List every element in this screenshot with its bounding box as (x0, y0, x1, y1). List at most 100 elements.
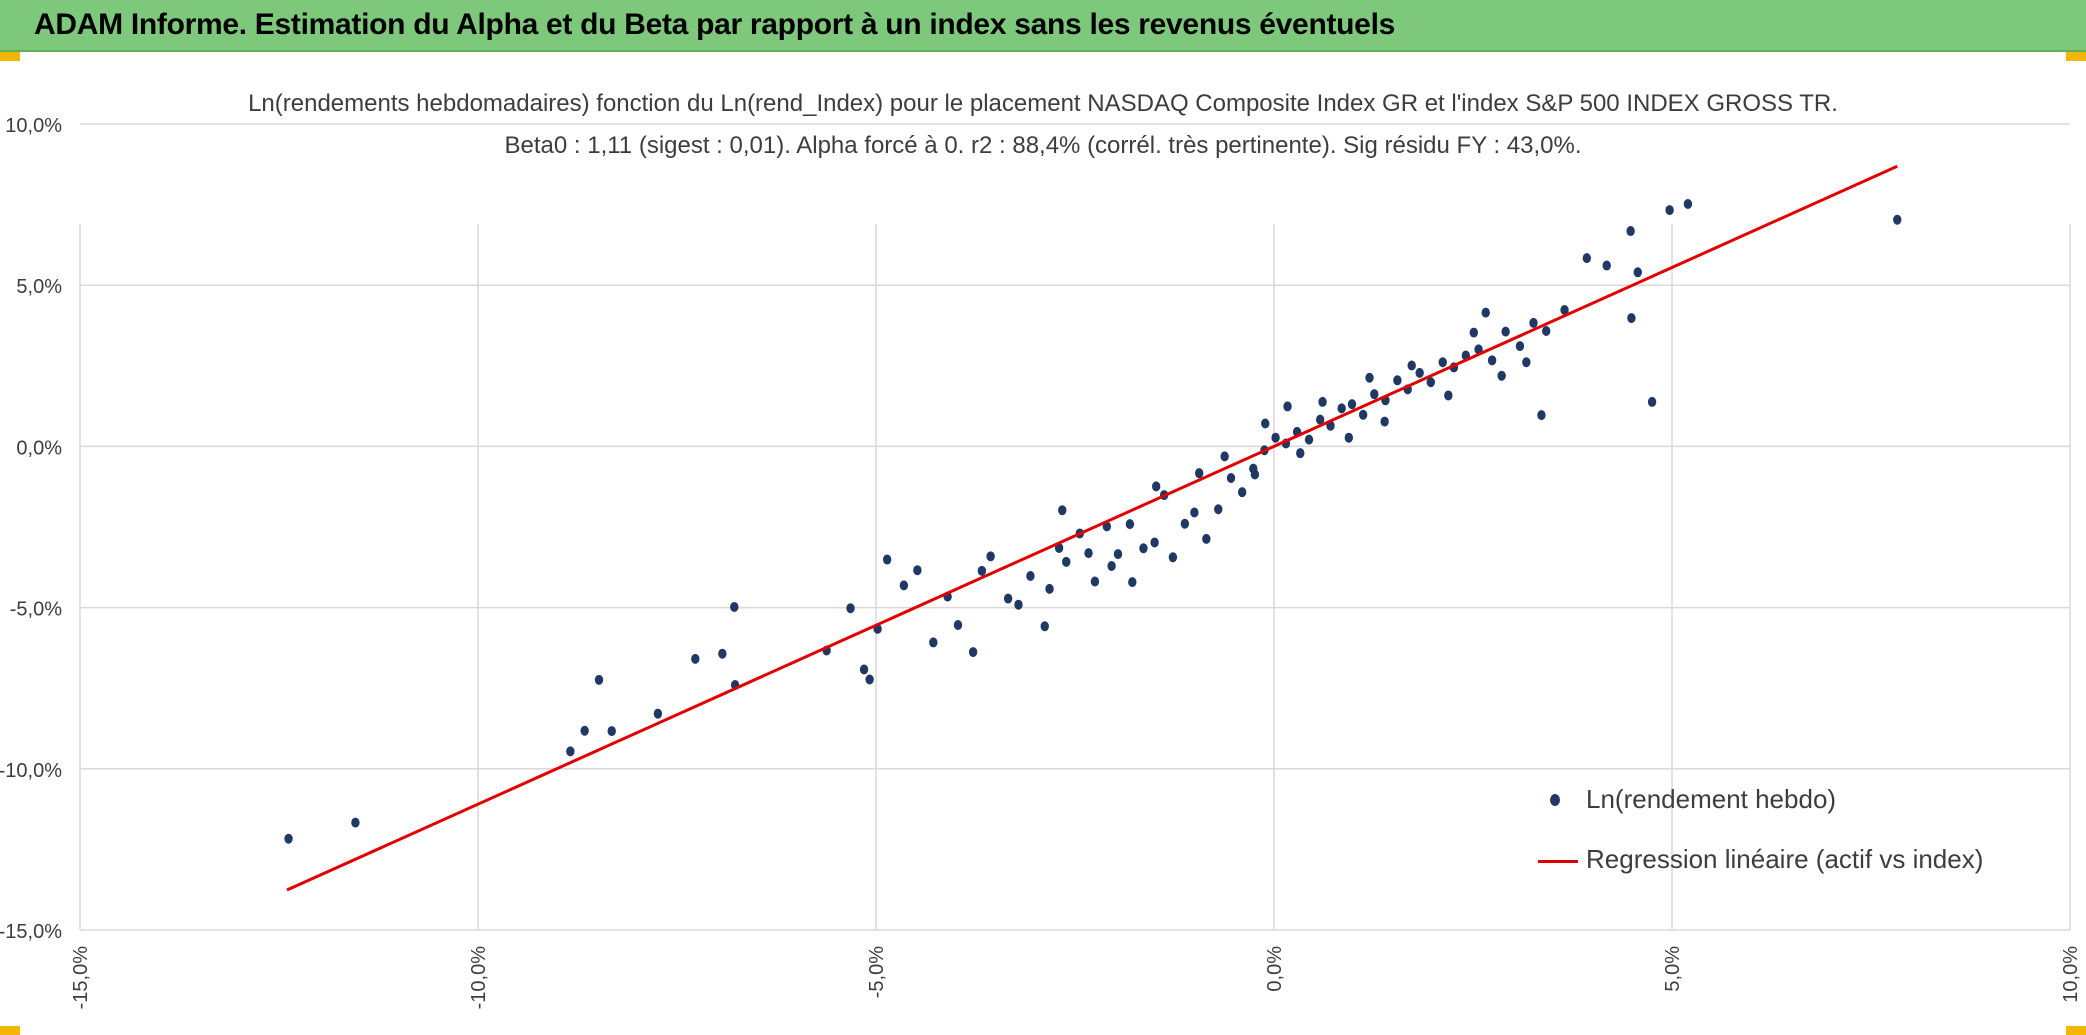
scatter-point (1481, 307, 1490, 318)
scatter-point (1226, 472, 1236, 483)
x-tick-label: -10,0% (468, 946, 490, 1010)
scatter-point (607, 726, 616, 737)
scatter-point (691, 653, 700, 664)
scatter-point (1058, 505, 1067, 516)
y-tick-label: 10,0% (5, 115, 62, 137)
scatter-point (1393, 375, 1402, 386)
scatter-point (968, 647, 978, 658)
scatter-point (1522, 357, 1531, 368)
scatter-point (1062, 556, 1071, 567)
scatter-point (1487, 355, 1497, 366)
scatter-point (1358, 409, 1368, 420)
scatter-point (1214, 504, 1223, 515)
scatter-point (953, 620, 963, 631)
scatter-point (1261, 418, 1270, 429)
scatter-point (986, 551, 995, 562)
scatter-point (1090, 576, 1100, 587)
scatter-point (580, 725, 589, 736)
scatter-point (1365, 372, 1374, 383)
scatter-point (1151, 481, 1161, 492)
scatter-point (1337, 403, 1346, 414)
corner-marker-top-left (0, 52, 20, 61)
scatter-point (1150, 537, 1159, 548)
scatter-point (1194, 468, 1204, 479)
legend-label-scatter: Ln(rendement hebdo) (1586, 784, 1837, 814)
y-tick-label: -5,0% (10, 599, 62, 621)
y-tick-label: 0,0% (16, 437, 62, 459)
scatter-point (1665, 205, 1674, 216)
report-banner: ADAM Informe. Estimation du Alpha et du … (0, 0, 2086, 52)
scatter-point (1237, 487, 1247, 498)
scatter-point (1444, 390, 1453, 401)
scatter-point (977, 565, 987, 576)
scatter-point (1084, 548, 1093, 559)
scatter-point (1407, 360, 1416, 371)
scatter-point (730, 601, 739, 612)
scatter-point (1370, 389, 1379, 400)
report-title: ADAM Informe. Estimation du Alpha et du … (34, 8, 1395, 41)
scatter-point (1107, 561, 1116, 572)
scatter-point (1426, 377, 1436, 388)
scatter-point (1469, 327, 1478, 338)
scatter-point (1296, 448, 1305, 459)
x-tick-label: 5,0% (1662, 946, 1684, 992)
scatter-point (1168, 552, 1178, 563)
scatter-point (846, 603, 855, 614)
corner-marker-bottom-right (2066, 1026, 2086, 1035)
scatter-point (284, 833, 293, 844)
scatter-point (1497, 370, 1506, 381)
scatter-point (913, 565, 922, 576)
scatter-point (1626, 226, 1635, 237)
scatter-point (1683, 198, 1693, 209)
scatter-chart: 10,0% 5,0% 0,0% -5,0% -10,0% -15,0% -15,0% -10,… (0, 115, 2082, 1010)
scatter-point (1529, 317, 1538, 328)
scatter-point (882, 554, 892, 565)
scatter-point (1380, 416, 1389, 427)
scatter-point (566, 746, 575, 757)
corner-marker-top-right (2066, 52, 2086, 61)
scatter-point (1542, 325, 1551, 336)
scatter-point (1560, 305, 1569, 316)
scatter-point (865, 674, 874, 685)
scatter-point (1627, 313, 1636, 324)
scatter-point (1283, 401, 1292, 412)
scatter-point (1202, 533, 1211, 544)
scatter-point (1438, 357, 1447, 368)
scatter-point (1220, 451, 1229, 462)
legend-dot-marker (1550, 794, 1560, 806)
scatter-point (1893, 214, 1902, 225)
chart-title: Ln(rendements hebdomadaires) fonction du… (238, 90, 1848, 117)
scatter-point (1180, 518, 1190, 529)
scatter-point (1125, 519, 1135, 530)
y-tick-label: -15,0% (0, 921, 62, 943)
scatter-point (1344, 432, 1354, 443)
legend-line-marker (1538, 860, 1578, 863)
scatter-point (929, 637, 938, 648)
x-tick-label: -15,0% (70, 946, 92, 1010)
scatter-point (1250, 469, 1260, 480)
scatter-point (1113, 549, 1123, 560)
scatter-point (1003, 593, 1013, 604)
scatter-point (1128, 577, 1137, 588)
regression-line (286, 164, 1898, 892)
scatter-point (594, 674, 604, 685)
scatter-point (1045, 583, 1054, 594)
legend-label-regression: Regression linéaire (actif vs index) (1586, 844, 1984, 874)
scatter-point (1602, 260, 1611, 271)
scatter-point (1515, 341, 1525, 352)
scatter-point (1582, 253, 1592, 264)
scatter-point (1347, 399, 1357, 410)
scatter-point (1040, 621, 1049, 632)
scatter-point (1415, 367, 1424, 378)
scatter-point (351, 817, 360, 828)
scatter-point (1271, 432, 1280, 443)
scatter-point (1537, 410, 1546, 421)
scatter-point (653, 708, 663, 719)
scatter-point (859, 664, 869, 675)
scatter-point (1026, 571, 1035, 582)
y-tick-label: -10,0% (0, 760, 62, 782)
scatter-point (1501, 326, 1510, 337)
scatter-point (718, 648, 727, 659)
x-tick-label: 10,0% (2060, 946, 2082, 1003)
scatter-point (1633, 267, 1642, 278)
